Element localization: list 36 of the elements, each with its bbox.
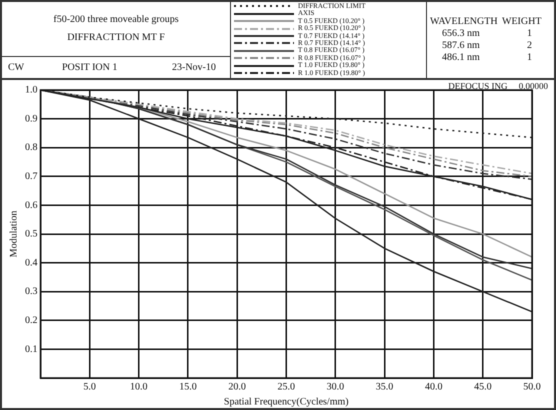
text: 1 [527,28,532,39]
x-tick-label: 25.0 [278,382,295,393]
text: WEIGHT [502,16,542,27]
y-tick-label: 0.7 [25,171,38,182]
y-axis-title: Modulation [8,210,20,258]
y-tick-label: 0.8 [25,142,38,154]
text: 656.3 nm [442,28,480,39]
text: 486.1 nm [442,52,480,63]
x-tick-label: 50.0 [523,382,541,393]
chart-title: f50-200 three moveable groups [52,14,180,25]
text: DEFOCUS ING 0.00000 [448,81,548,91]
x-tick-label: 30.0 [326,382,344,393]
text: POSIT ION 1 [62,62,118,73]
y-tick-label: 0.9 [25,113,38,124]
text: 587.6 nm [442,40,480,51]
y-tick-label: 0.6 [25,200,38,211]
y-tick-label: 0.1 [25,344,38,355]
x-axis-title: Spatial Frequency(Cycles/mm) [224,396,349,408]
y-tick-label: 0.2 [25,315,38,326]
x-tick-label: 10.0 [130,382,148,393]
text: 2 [527,40,532,51]
text: WAVELENGTH [430,16,498,27]
x-tick-label: 15.0 [179,382,197,393]
x-tick-label: 40.0 [424,382,442,393]
x-tick-label: 45.0 [474,382,492,393]
text: CW [8,62,24,73]
x-tick-label: 5.0 [83,382,96,393]
y-tick-label: 0.4 [25,257,38,268]
chart-subtitle: DIFFRACTTION MT F [66,32,166,43]
y-tick-label: 0.5 [25,228,38,240]
text: 23-Nov-10 [172,62,216,73]
text: 1 [527,52,532,63]
x-tick-label: 20.0 [228,382,246,393]
x-tick-label: 35.0 [376,382,394,393]
y-tick-label: 1.0 [25,84,38,96]
y-tick-label: 0.3 [25,286,38,298]
